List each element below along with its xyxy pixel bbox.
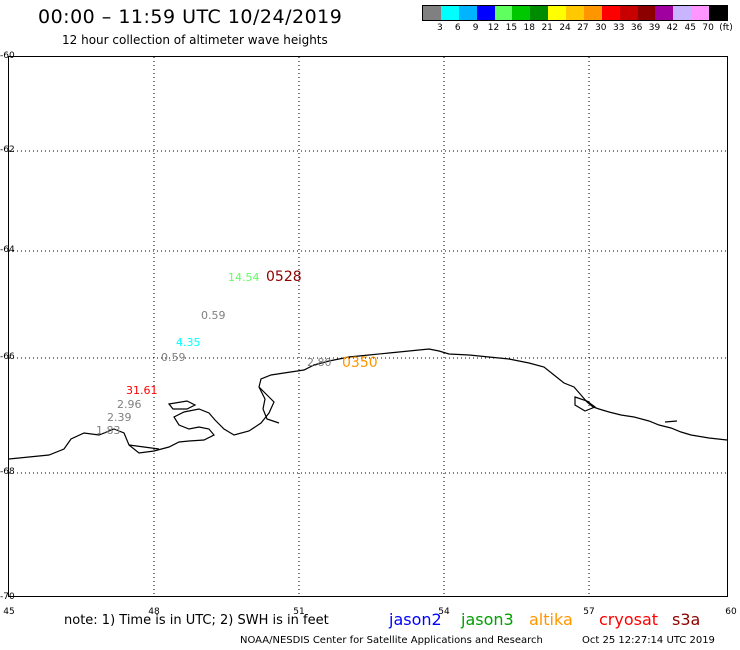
map-subtitle: 12 hour collection of altimeter wave hei… bbox=[62, 33, 328, 47]
color-swatch bbox=[494, 6, 513, 20]
color-swatch bbox=[655, 6, 674, 20]
lat-label-62: -62 bbox=[0, 145, 15, 155]
color-scale-labels: 3 6 9 12 15 18 21 24 27 30 33 36 39 42 45 70 (ft) bbox=[422, 21, 740, 33]
color-scale-bar bbox=[422, 5, 728, 21]
color-scale-unit: (ft) bbox=[719, 23, 733, 33]
map-graphic bbox=[9, 57, 727, 596]
color-swatch bbox=[566, 6, 584, 20]
color-swatch bbox=[673, 6, 692, 20]
color-scale-label: 30 bbox=[595, 23, 607, 33]
color-swatch bbox=[476, 6, 495, 20]
color-scale-label: 6 bbox=[454, 23, 461, 33]
lon-label-57: 57 bbox=[583, 607, 595, 617]
footer-note: note: 1) Time is in UTC; 2) SWH is in fe… bbox=[64, 613, 329, 628]
obs-label: 0.59 bbox=[201, 309, 226, 322]
lon-label-54: 54 bbox=[438, 607, 450, 617]
color-swatch bbox=[458, 6, 477, 20]
obs-label: 1.83 bbox=[96, 424, 121, 437]
credit-text: NOAA/NESDIS Center for Satellite Applica… bbox=[240, 635, 543, 646]
color-scale-label: 36 bbox=[630, 23, 643, 33]
legend-jason3: jason3 bbox=[461, 610, 514, 629]
color-swatch bbox=[601, 6, 620, 20]
obs-label: 2.39 bbox=[107, 411, 132, 424]
color-swatch bbox=[619, 6, 638, 20]
obs-label: 0.59 bbox=[161, 351, 186, 364]
generated-timestamp: Oct 25 12:27:14 UTC 2019 bbox=[582, 635, 715, 646]
coastline bbox=[9, 348, 727, 460]
legend-altika: altika bbox=[529, 610, 573, 629]
color-scale-label: 45 bbox=[684, 23, 696, 33]
obs-label: 4.35 bbox=[176, 336, 201, 349]
color-scale-legend: 3 6 9 12 15 18 21 24 27 30 33 36 39 42 45 70 (ft) bbox=[422, 5, 740, 33]
color-scale-label: 21 bbox=[541, 23, 553, 33]
obs-label: 2.96 bbox=[117, 398, 142, 411]
color-scale-label: 18 bbox=[523, 23, 536, 33]
lon-label-51: 51 bbox=[293, 607, 305, 617]
obs-label: 14.54 bbox=[228, 271, 260, 284]
color-scale-label: 12 bbox=[487, 23, 500, 33]
lat-label-70: -70 bbox=[0, 592, 15, 602]
lon-label-48: 48 bbox=[148, 607, 160, 617]
legend-s3a: s3a bbox=[672, 610, 701, 629]
color-scale-label: 70 bbox=[702, 23, 714, 33]
lat-label-68: -68 bbox=[0, 467, 15, 477]
color-scale-label: 39 bbox=[648, 23, 661, 33]
color-swatch bbox=[583, 6, 602, 20]
obs-label: 31.61 bbox=[126, 384, 158, 397]
color-swatch bbox=[423, 6, 441, 20]
lon-label-60: 60 bbox=[725, 607, 737, 617]
lon-label-45: 45 bbox=[3, 607, 15, 617]
lat-label-66: -66 bbox=[0, 352, 15, 362]
lat-label-64: -64 bbox=[0, 245, 15, 255]
color-scale-label: 3 bbox=[437, 23, 443, 33]
obs-label: 2.80 bbox=[307, 356, 332, 369]
color-swatch bbox=[530, 6, 549, 20]
color-swatch bbox=[548, 6, 566, 20]
obs-time-label: 0350 bbox=[342, 355, 378, 371]
lat-label-60: -60 bbox=[0, 51, 15, 61]
color-scale-label: 24 bbox=[559, 23, 571, 33]
color-scale-label: 33 bbox=[612, 23, 625, 33]
obs-time-label: 0528 bbox=[266, 269, 302, 285]
color-swatch bbox=[637, 6, 656, 20]
color-swatch bbox=[512, 6, 531, 20]
color-scale-label: 42 bbox=[666, 23, 679, 33]
color-scale-label: 27 bbox=[577, 23, 589, 33]
map-graticule bbox=[9, 57, 727, 596]
map-title: 00:00 – 11:59 UTC 10/24/2019 bbox=[38, 6, 343, 28]
color-swatch bbox=[440, 6, 459, 20]
map-panel[interactable] bbox=[8, 56, 728, 597]
legend-jason2: jason2 bbox=[389, 610, 442, 629]
color-swatch bbox=[691, 6, 709, 20]
color-swatch bbox=[709, 6, 727, 20]
color-scale-label: 9 bbox=[472, 23, 479, 33]
legend-cryosat: cryosat bbox=[599, 610, 659, 629]
color-scale-label: 15 bbox=[505, 23, 518, 33]
